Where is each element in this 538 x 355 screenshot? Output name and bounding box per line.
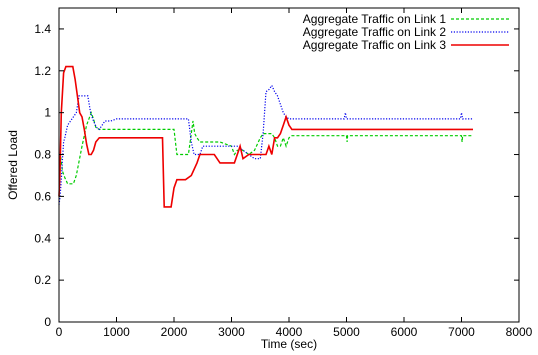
x-tick-label: 7000 xyxy=(448,325,475,339)
series-layer xyxy=(58,65,473,208)
legend-label-link-1: Aggregate Traffic on Link 1 xyxy=(303,12,447,26)
x-tick-label: 1000 xyxy=(103,325,130,339)
x-tick-label: 4000 xyxy=(276,325,303,339)
ticks-layer: 0 1000 2000 3000 4000 5000 6000 7000 8000 0 0.2 0.4… xyxy=(34,8,533,339)
y-tick-label: 0.4 xyxy=(34,231,51,245)
y-tick-label: 0.8 xyxy=(34,148,51,162)
y-tick-label: 1.4 xyxy=(34,22,51,36)
x-tick-label: 5000 xyxy=(333,325,360,339)
y-tick-label: 1.2 xyxy=(34,64,51,78)
series-line-link-3 xyxy=(58,65,473,208)
x-axis-label: Time (sec) xyxy=(261,337,317,351)
legend-label-link-2: Aggregate Traffic on Link 2 xyxy=(303,25,447,39)
y-tick-label: 0.2 xyxy=(34,273,51,287)
plot-frame xyxy=(58,7,520,323)
x-tick-label: 2000 xyxy=(161,325,188,339)
x-tick-label: 8000 xyxy=(506,325,533,339)
y-tick-label: 1 xyxy=(44,106,51,120)
x-tick-label: 0 xyxy=(56,325,63,339)
x-tick-label: 3000 xyxy=(218,325,245,339)
y-axis-label: Offered Load xyxy=(6,130,20,200)
series-line-link-2 xyxy=(58,84,473,205)
x-tick-label: 6000 xyxy=(391,325,418,339)
y-tick-label: 0 xyxy=(44,315,51,329)
legend-label-link-3: Aggregate Traffic on Link 3 xyxy=(303,38,447,52)
y-tick-label: 0.6 xyxy=(34,189,51,203)
